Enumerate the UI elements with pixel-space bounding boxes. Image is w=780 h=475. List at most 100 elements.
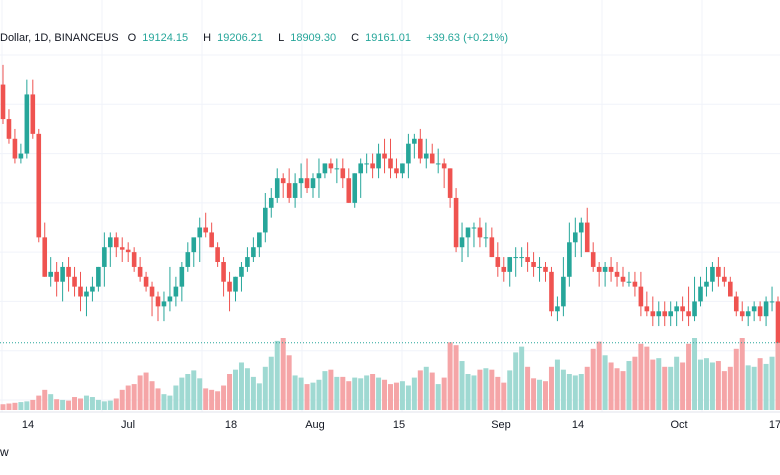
candle-body xyxy=(454,198,459,247)
candle-body xyxy=(692,301,697,316)
candle-body xyxy=(1,85,6,120)
volume-bar xyxy=(436,384,441,410)
candle-body xyxy=(346,178,351,203)
candle-body xyxy=(36,134,41,238)
volume-bar xyxy=(132,384,137,410)
candle-body xyxy=(317,173,322,178)
volume-bar xyxy=(1,404,6,410)
candle-body xyxy=(191,237,196,252)
volume-bar xyxy=(549,367,554,410)
volume-bar xyxy=(221,386,226,410)
candle-body xyxy=(66,267,71,277)
volume-bar xyxy=(96,400,101,410)
volume-bar xyxy=(609,362,614,410)
candle-body xyxy=(728,282,733,297)
candle-body xyxy=(341,168,346,178)
candle-body xyxy=(7,119,12,139)
candle-body xyxy=(215,247,220,262)
candle-body xyxy=(370,163,375,168)
candle-body xyxy=(686,311,691,316)
volume-bar xyxy=(227,374,232,410)
candle-body xyxy=(132,252,137,267)
volume-bar xyxy=(692,338,697,410)
candle-body xyxy=(352,173,357,203)
volume-bar xyxy=(501,383,506,410)
candle-body xyxy=(287,183,292,198)
candle-body xyxy=(78,287,83,297)
volume-bar xyxy=(102,401,107,410)
candle-body xyxy=(579,223,584,233)
volume-bar xyxy=(173,386,178,410)
candle-body xyxy=(263,208,268,233)
volume-bar xyxy=(668,367,673,410)
legend-open: 19124.15 xyxy=(142,32,188,44)
candle-body xyxy=(84,292,89,297)
volume-bar xyxy=(334,377,339,410)
candle-body xyxy=(251,247,256,257)
volume-bar xyxy=(483,368,488,410)
volume-bar xyxy=(758,358,763,410)
volume-bar xyxy=(579,374,584,410)
candle-body xyxy=(293,183,298,198)
candle-body xyxy=(472,228,477,229)
candle-body xyxy=(227,282,232,292)
volume-bar xyxy=(632,357,637,410)
volume-bar xyxy=(674,357,679,410)
volume-bar xyxy=(770,357,775,410)
candle-body xyxy=(466,228,471,238)
candle-body xyxy=(609,267,614,272)
candle-body xyxy=(668,311,673,316)
candle-body xyxy=(507,257,512,272)
volume-bar xyxy=(555,360,560,410)
volume-bar xyxy=(650,360,655,410)
volume-bar xyxy=(179,378,184,410)
volume-bar xyxy=(662,367,667,410)
volume-bar xyxy=(269,357,274,410)
volume-bar xyxy=(120,390,125,410)
candle-body xyxy=(740,311,745,316)
candle-body xyxy=(746,311,751,316)
candle-body xyxy=(96,267,101,287)
candle-body xyxy=(90,287,95,292)
candle-body xyxy=(299,178,304,183)
volume-bar xyxy=(507,370,512,410)
volume-bar xyxy=(233,370,238,410)
candle-body xyxy=(186,252,191,267)
candle-body xyxy=(245,257,250,267)
volume-bar xyxy=(704,358,709,410)
candle-body xyxy=(323,163,328,173)
volume-bar xyxy=(36,396,41,410)
candle-body xyxy=(615,272,620,277)
candle-body xyxy=(126,250,131,252)
candle-body xyxy=(597,267,602,272)
candle-body xyxy=(651,311,656,316)
volume-bar xyxy=(722,371,727,410)
volume-bar xyxy=(680,362,685,410)
candle-body xyxy=(698,287,703,302)
candle-body xyxy=(710,267,715,282)
candle-body xyxy=(776,301,780,342)
candle-body xyxy=(138,267,143,277)
candle-body xyxy=(716,267,721,277)
volume-bar xyxy=(84,396,89,410)
x-tick-label: Oct xyxy=(670,419,687,431)
candle-body xyxy=(156,297,161,307)
candle-body xyxy=(549,272,554,311)
volume-bar xyxy=(126,386,131,410)
volume-bar xyxy=(12,403,17,410)
volume-bar xyxy=(567,374,572,410)
volume-bar xyxy=(740,338,745,410)
candle-body xyxy=(335,168,340,169)
candle-body xyxy=(561,277,566,307)
candle-body xyxy=(257,232,262,247)
candle-body xyxy=(448,168,453,198)
candle-body xyxy=(233,277,238,292)
candle-body xyxy=(42,237,47,276)
volume-bar xyxy=(108,401,113,410)
candle-body xyxy=(513,257,518,258)
candle-body xyxy=(13,139,18,159)
volume-bar xyxy=(72,397,77,410)
